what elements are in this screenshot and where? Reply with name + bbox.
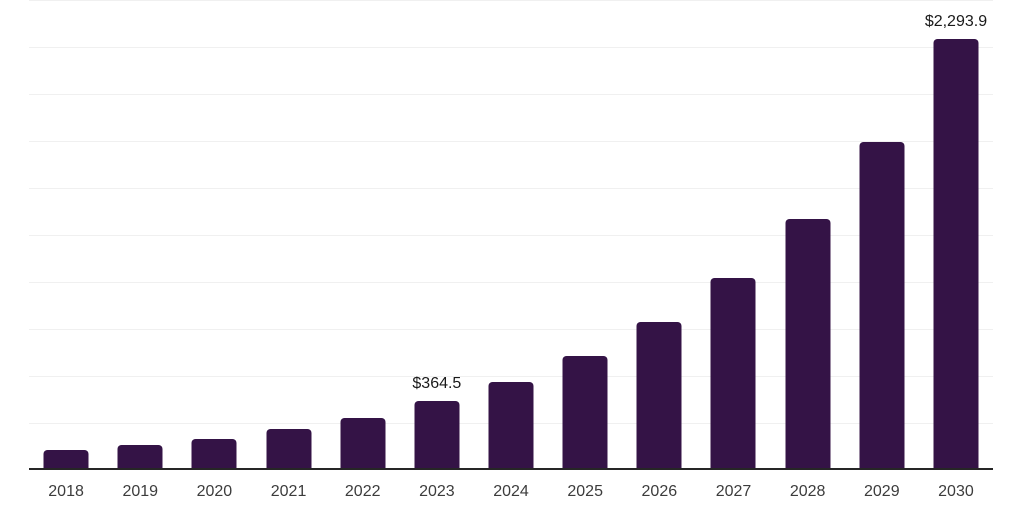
x-tick-label-2021: 2021 xyxy=(270,483,307,500)
bar-2018 xyxy=(43,449,89,470)
bar-2022 xyxy=(340,417,386,470)
x-tick-label-2020: 2020 xyxy=(196,483,233,500)
x-tick-label-2023: 2023 xyxy=(419,483,455,500)
bar-2030 xyxy=(933,38,979,470)
bar-slot-2018 xyxy=(29,0,103,470)
gridline-500 xyxy=(29,376,993,377)
bar-slot-2024 xyxy=(474,0,548,470)
gridline-1500 xyxy=(29,188,993,189)
bar-2020 xyxy=(191,438,237,470)
x-axis-ticks: 2018 2019 2020 2021 2022 2023 2024 2025 2026 2027… xyxy=(29,470,993,501)
bar-slot-2025 xyxy=(548,0,622,470)
gridline-2500 xyxy=(29,0,993,1)
bar-slot-2027 xyxy=(696,0,770,470)
bar-slot-2028 xyxy=(771,0,845,470)
gridline-2000 xyxy=(29,94,993,95)
bar-slot-2021 xyxy=(251,0,325,470)
x-tick-label-2026: 2026 xyxy=(641,483,678,500)
bar-slot-2030: $2,293.9 xyxy=(919,0,993,470)
bar-2027 xyxy=(710,278,756,470)
bar-2029 xyxy=(859,141,905,470)
bar-2023 xyxy=(414,401,460,470)
gridline-2250 xyxy=(29,47,993,48)
plot-area: $364.5 $2,293.9 xyxy=(29,0,993,470)
gridline-750 xyxy=(29,329,993,330)
bar-2019 xyxy=(117,445,163,470)
bar-2028 xyxy=(785,219,831,470)
x-tick-label-2025: 2025 xyxy=(567,483,603,500)
x-tick-label-2019: 2019 xyxy=(122,483,159,500)
x-tick-label-2030: 2030 xyxy=(938,483,974,500)
bar-slot-2029 xyxy=(845,0,919,470)
x-tick-label-2028: 2028 xyxy=(789,483,826,500)
bar-2024 xyxy=(488,382,534,470)
x-tick-label-2027: 2027 xyxy=(715,483,752,500)
x-tick-label-2024: 2024 xyxy=(493,483,529,500)
x-axis-line xyxy=(29,468,993,470)
bar-2026 xyxy=(636,322,682,470)
x-tick-label-2022: 2022 xyxy=(344,483,381,500)
gridline-1250 xyxy=(29,235,993,236)
bar-2025 xyxy=(562,356,608,470)
bar-slot-2019 xyxy=(103,0,177,470)
x-tick-label-2029: 2029 xyxy=(864,483,900,500)
bar-value-label-2030: $2,293.9 xyxy=(924,12,988,30)
bar-slot-2022 xyxy=(326,0,400,470)
bar-2021 xyxy=(266,429,312,470)
gridline-1750 xyxy=(29,141,993,142)
bar-value-label-2023: $364.5 xyxy=(412,375,462,393)
bar-slot-2026 xyxy=(622,0,696,470)
bar-slot-2020 xyxy=(177,0,251,470)
gridline-1000 xyxy=(29,282,993,283)
bar-slot-2023: $364.5 xyxy=(400,0,474,470)
x-tick-label-2018: 2018 xyxy=(48,483,84,500)
